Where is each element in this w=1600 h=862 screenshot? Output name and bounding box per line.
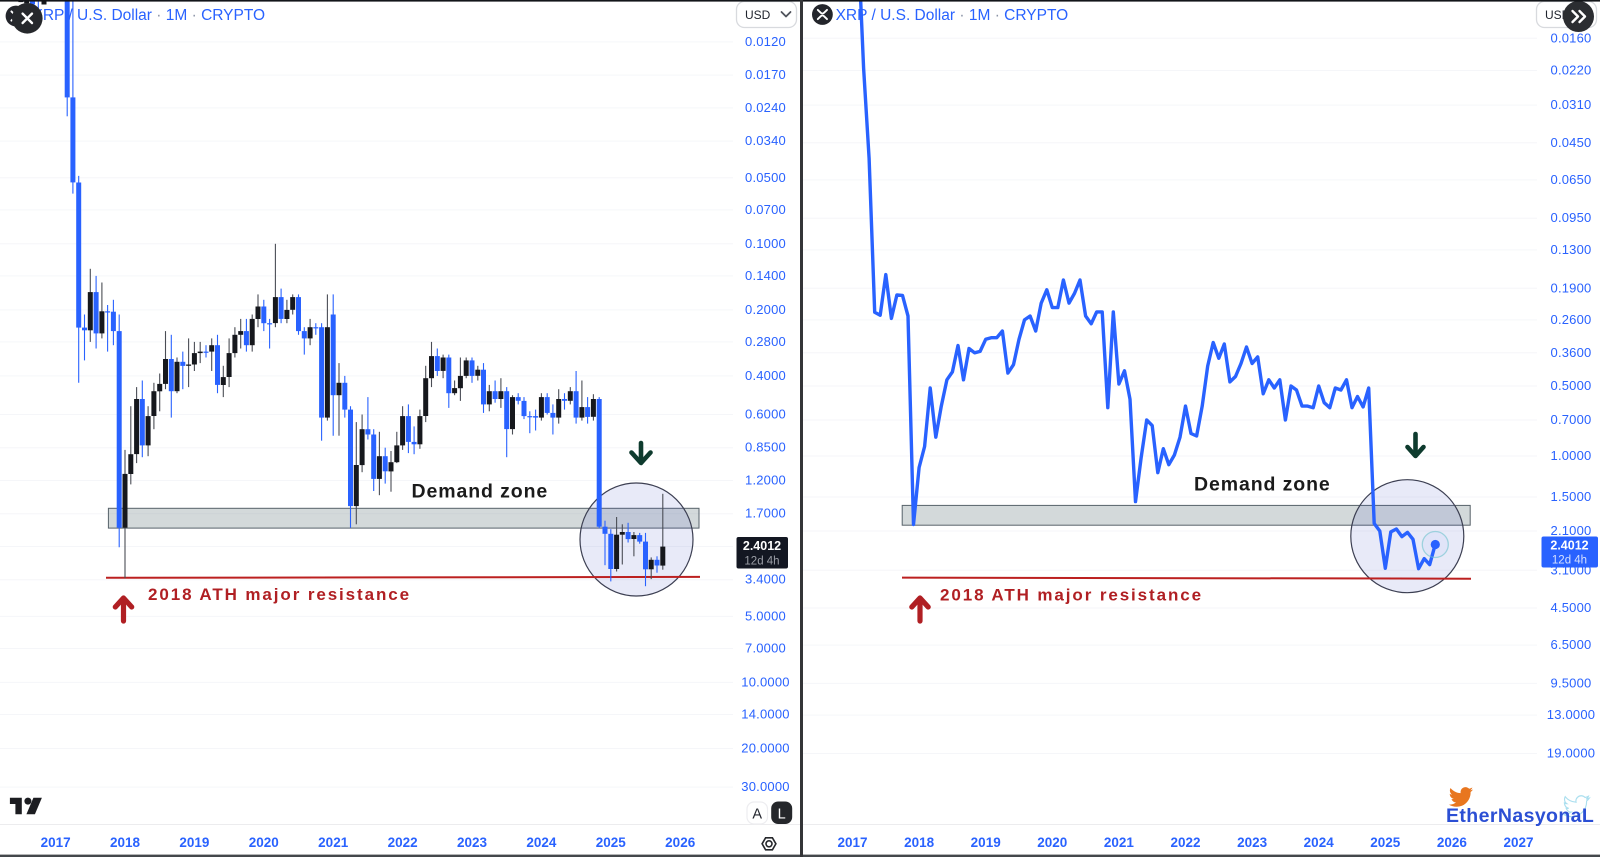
svg-text:0.0120: 0.0120 bbox=[745, 34, 786, 49]
svg-text:0.0340: 0.0340 bbox=[745, 133, 786, 148]
svg-text:0.5000: 0.5000 bbox=[1551, 378, 1592, 393]
svg-text:2017: 2017 bbox=[41, 835, 71, 850]
svg-text:12d 4h: 12d 4h bbox=[744, 556, 779, 568]
svg-text:1.0000: 1.0000 bbox=[1551, 448, 1592, 463]
svg-text:XRP / U.S. Dollar · 1M · CRYPT: XRP / U.S. Dollar · 1M · CRYPTO bbox=[33, 7, 266, 24]
svg-text:2026: 2026 bbox=[1437, 835, 1468, 850]
svg-text:A: A bbox=[752, 807, 762, 823]
svg-text:2.1000: 2.1000 bbox=[1551, 523, 1592, 538]
svg-text:0.1300: 0.1300 bbox=[1551, 242, 1592, 257]
svg-text:2022: 2022 bbox=[1170, 835, 1200, 850]
svg-text:Demand zone: Demand zone bbox=[412, 481, 549, 503]
svg-text:0.1900: 0.1900 bbox=[1551, 280, 1592, 295]
svg-text:2023: 2023 bbox=[1237, 835, 1268, 850]
svg-text:4.5000: 4.5000 bbox=[1551, 600, 1592, 615]
svg-text:2017: 2017 bbox=[837, 835, 867, 850]
svg-text:0.6000: 0.6000 bbox=[745, 407, 786, 422]
svg-text:2.4012: 2.4012 bbox=[1550, 539, 1588, 553]
svg-text:USD: USD bbox=[745, 8, 771, 22]
svg-text:2021: 2021 bbox=[318, 835, 349, 850]
svg-text:0.0310: 0.0310 bbox=[1551, 97, 1592, 112]
svg-text:EtherNasyonaL: EtherNasyonaL bbox=[1446, 805, 1594, 827]
svg-text:2025: 2025 bbox=[596, 835, 627, 850]
svg-text:0.2600: 0.2600 bbox=[1551, 312, 1592, 327]
svg-text:13.0000: 13.0000 bbox=[1547, 707, 1595, 722]
svg-text:3.4000: 3.4000 bbox=[745, 572, 786, 587]
svg-text:0.0500: 0.0500 bbox=[745, 170, 786, 185]
svg-text:2025: 2025 bbox=[1370, 835, 1401, 850]
svg-text:2027: 2027 bbox=[1503, 835, 1533, 850]
svg-text:0.8500: 0.8500 bbox=[745, 440, 786, 455]
svg-text:2019: 2019 bbox=[179, 835, 209, 850]
svg-text:0.3600: 0.3600 bbox=[1551, 345, 1592, 360]
svg-text:6.5000: 6.5000 bbox=[1551, 637, 1592, 652]
svg-text:0.7000: 0.7000 bbox=[1551, 412, 1592, 427]
svg-text:2018: 2018 bbox=[904, 835, 935, 850]
svg-text:2018: 2018 bbox=[110, 835, 141, 850]
svg-text:1.7000: 1.7000 bbox=[745, 506, 786, 521]
svg-text:0.0240: 0.0240 bbox=[745, 100, 786, 115]
svg-text:2018 ATH major resistance: 2018 ATH major resistance bbox=[148, 585, 411, 604]
svg-text:2024: 2024 bbox=[526, 835, 557, 850]
svg-text:2020: 2020 bbox=[1037, 835, 1067, 850]
svg-text:2019: 2019 bbox=[971, 835, 1001, 850]
svg-text:7.0000: 7.0000 bbox=[745, 641, 786, 656]
svg-text:0.0160: 0.0160 bbox=[1551, 30, 1592, 45]
svg-text:2020: 2020 bbox=[249, 835, 279, 850]
svg-text:1.2000: 1.2000 bbox=[745, 473, 786, 488]
svg-text:0.2800: 0.2800 bbox=[745, 334, 786, 349]
svg-text:Demand zone: Demand zone bbox=[1194, 474, 1331, 496]
svg-text:0.4000: 0.4000 bbox=[745, 368, 786, 383]
svg-text:30.0000: 30.0000 bbox=[741, 779, 789, 794]
svg-text:0.1400: 0.1400 bbox=[745, 268, 786, 283]
svg-text:14.0000: 14.0000 bbox=[741, 707, 789, 722]
svg-text:0.0450: 0.0450 bbox=[1551, 135, 1592, 150]
svg-text:0.2000: 0.2000 bbox=[745, 302, 786, 317]
svg-text:0.0700: 0.0700 bbox=[745, 202, 786, 217]
svg-text:2022: 2022 bbox=[388, 835, 418, 850]
svg-text:0.0220: 0.0220 bbox=[1551, 63, 1592, 78]
svg-text:5.0000: 5.0000 bbox=[745, 608, 786, 623]
svg-text:19.0000: 19.0000 bbox=[1547, 746, 1595, 761]
svg-text:0.0950: 0.0950 bbox=[1551, 210, 1592, 225]
svg-text:2021: 2021 bbox=[1104, 835, 1135, 850]
svg-text:XRP / U.S. Dollar · 1M · CRYPT: XRP / U.S. Dollar · 1M · CRYPTO bbox=[836, 7, 1069, 24]
svg-text:2018 ATH major resistance: 2018 ATH major resistance bbox=[940, 586, 1203, 605]
svg-text:12d 4h: 12d 4h bbox=[1552, 555, 1587, 567]
svg-text:2023: 2023 bbox=[457, 835, 488, 850]
svg-text:2026: 2026 bbox=[665, 835, 696, 850]
svg-text:9.5000: 9.5000 bbox=[1551, 675, 1592, 690]
svg-text:2.4012: 2.4012 bbox=[743, 539, 781, 553]
svg-text:2024: 2024 bbox=[1304, 835, 1335, 850]
svg-text:10.0000: 10.0000 bbox=[741, 674, 789, 689]
svg-text:0.0650: 0.0650 bbox=[1551, 172, 1592, 187]
svg-text:0.1000: 0.1000 bbox=[745, 236, 786, 251]
svg-text:20.0000: 20.0000 bbox=[741, 741, 789, 756]
svg-text:1.5000: 1.5000 bbox=[1551, 489, 1592, 504]
svg-text:L: L bbox=[778, 807, 786, 823]
svg-text:0.0170: 0.0170 bbox=[745, 67, 786, 82]
